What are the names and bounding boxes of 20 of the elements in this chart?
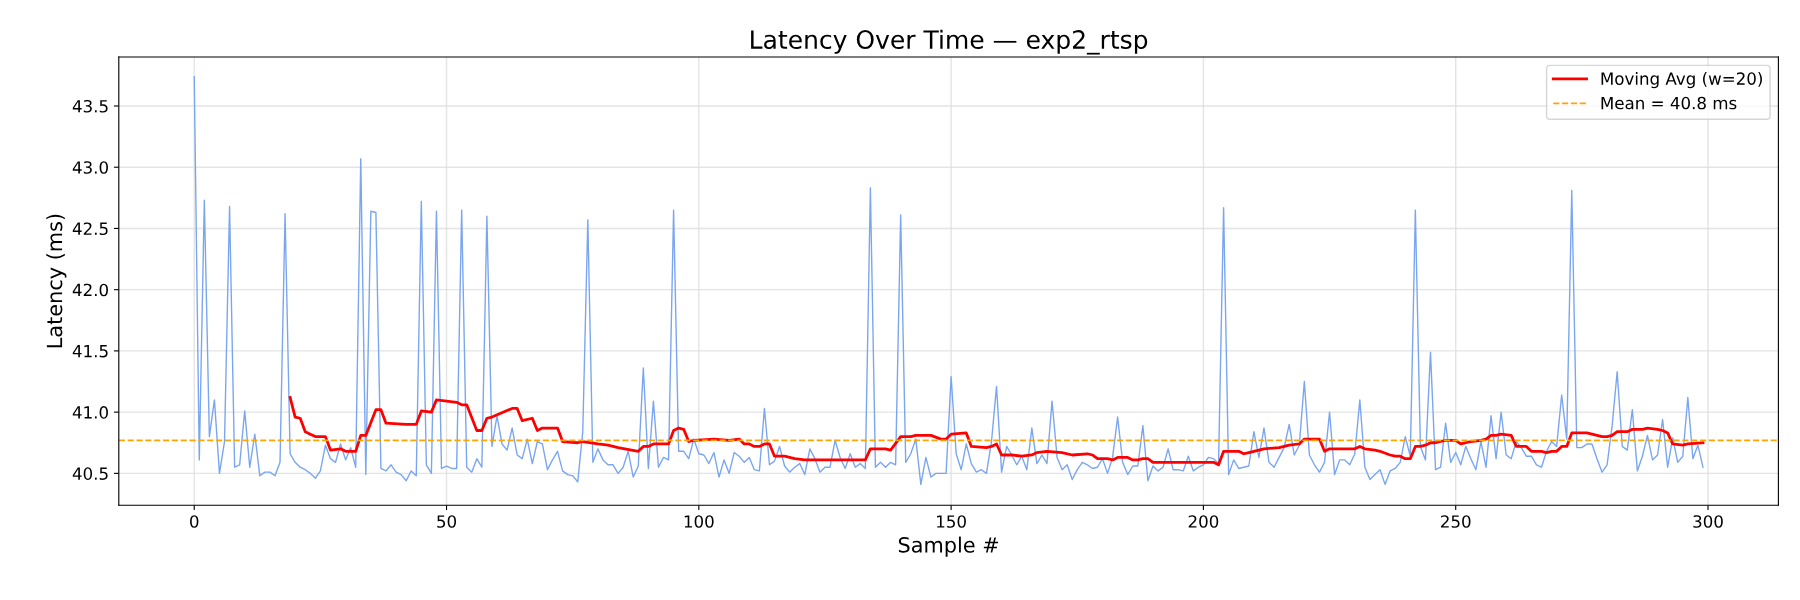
x-tick-label: 150 [937,515,966,528]
y-axis-title: Latency (ms) [46,214,67,348]
x-tick-label: 300 [1693,515,1723,528]
x-tick-label: 100 [684,515,714,528]
y-tick-label: 42.5 [72,222,108,236]
x-tick-label: 0 [190,515,199,528]
y-tick-label: 41.5 [72,345,108,358]
y-tick-label: 43.0 [72,161,108,174]
chart-title: Latency Over Time — exp2_rtsp [751,29,1148,55]
y-tick-label: 41.0 [72,406,108,419]
x-axis-title: Sample # [898,536,999,557]
x-tick-label: 200 [1188,515,1219,528]
x-tick-label: 50 [437,515,457,528]
y-tick-label: 42.0 [72,283,108,297]
line-series [288,396,1705,467]
y-tick-label: 40.5 [72,467,108,480]
y-tick-label: 43.5 [72,99,108,113]
legend-label: Mean = 40.8 ms [1601,96,1737,110]
x-tick-label: 250 [1441,515,1471,528]
legend-label: Moving Avg (w=20) [1601,72,1762,89]
